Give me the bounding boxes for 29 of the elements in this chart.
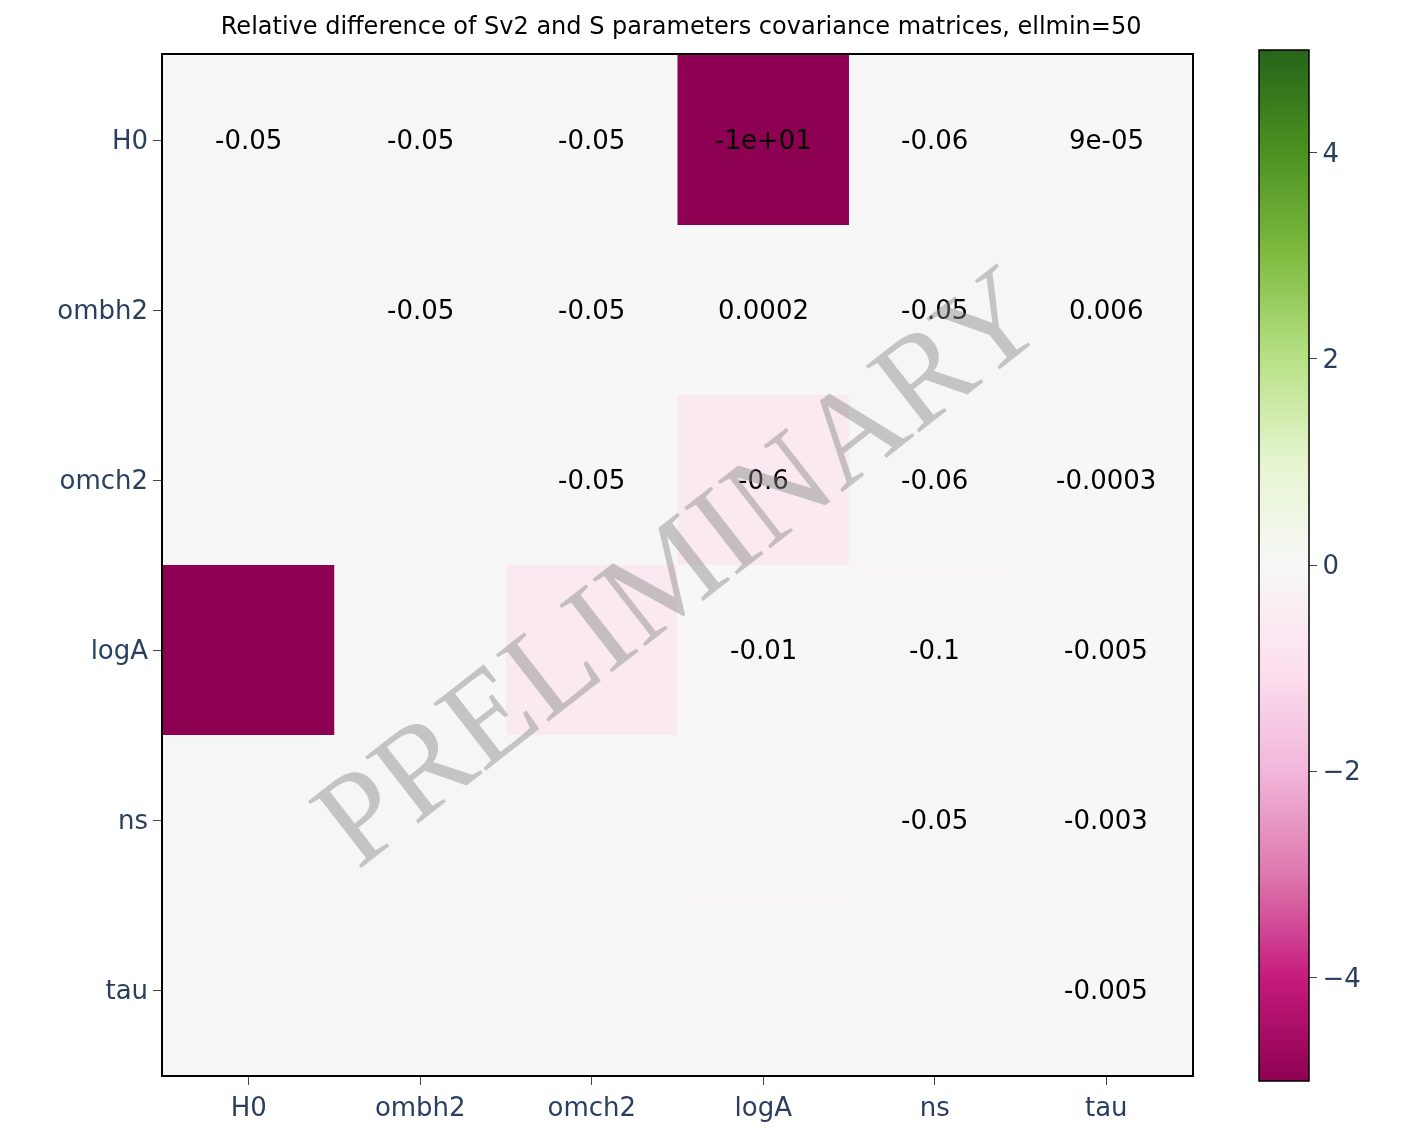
- x-tick-label: omch2: [547, 1091, 637, 1122]
- data-label: -0.05: [215, 125, 283, 155]
- y-tick-label: ombh2: [57, 295, 149, 326]
- color-bar-label: −4: [1322, 962, 1361, 993]
- color-bar-label: 4: [1322, 137, 1339, 168]
- data-label: -0.05: [387, 125, 455, 155]
- x-tick-label: H0: [230, 1091, 267, 1122]
- y-tick-label: tau: [105, 975, 149, 1006]
- data-label: 9e-05: [1069, 125, 1145, 155]
- chart-title: Relative difference of Sv2 and S parameters covariance matrices, ellmin=50: [220, 11, 1142, 40]
- data-label: 0.006: [1069, 295, 1144, 325]
- color-bar-label: 0: [1322, 550, 1339, 581]
- data-label: -0.005: [1064, 975, 1148, 1005]
- data-label: -0.05: [558, 125, 626, 155]
- color-bar-label: 2: [1322, 343, 1339, 374]
- x-tick-label: tau: [1084, 1091, 1128, 1122]
- data-label: -1e+01: [715, 125, 812, 155]
- y-tick-label: H0: [111, 125, 149, 156]
- x-tick-label: logA: [734, 1091, 793, 1122]
- data-label: -0.0003: [1056, 465, 1157, 495]
- data-label: -0.005: [1064, 635, 1148, 665]
- y-tick-label: logA: [90, 635, 149, 666]
- y-tick-label: ns: [118, 805, 149, 836]
- y-tick-label: omch2: [59, 465, 149, 496]
- data-label: -0.06: [901, 125, 969, 155]
- x-tick-label: ns: [919, 1091, 950, 1122]
- data-label: -0.003: [1064, 805, 1148, 835]
- color-bar-label: −2: [1322, 756, 1361, 787]
- x-tick-label: ombh2: [374, 1091, 466, 1122]
